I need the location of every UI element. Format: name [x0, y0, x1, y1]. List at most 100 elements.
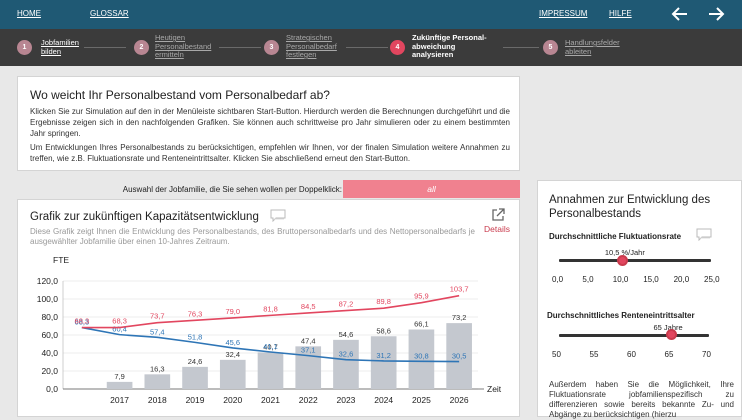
- slider-tick-label: 65: [664, 350, 674, 359]
- details-link[interactable]: Details: [484, 224, 510, 234]
- red-series-value-label: 95,9: [414, 292, 429, 301]
- bar: [370, 336, 397, 389]
- step-5[interactable]: 5 Handlungsfelder ableiten: [543, 29, 633, 66]
- y-tick-label: 100,0: [37, 294, 59, 304]
- x-tick-label: 2021: [261, 395, 280, 405]
- blue-series-value-label: 45,6: [225, 338, 240, 347]
- bar: [333, 339, 359, 389]
- red-series-value-label: 103,7: [450, 285, 469, 294]
- intro-title: Wo weicht Ihr Personalbestand vom Person…: [30, 88, 330, 102]
- slider-tick-label: 15,0: [643, 275, 659, 284]
- red-series-value-label: 89,8: [376, 297, 391, 306]
- retirement-slider-track[interactable]: [559, 334, 709, 337]
- slider-tick-label: 20,0: [673, 275, 690, 284]
- expand-icon[interactable]: [491, 208, 505, 222]
- slider-tick-label: 60: [627, 350, 636, 359]
- assumptions-panel: Annahmen zur Entwicklung des Personalbes…: [537, 180, 742, 419]
- comment-icon[interactable]: [696, 228, 712, 241]
- blue-series-value-label: 57,4: [150, 327, 165, 336]
- step-3[interactable]: 3 Strategischen Personalbedarf festlegen: [264, 29, 344, 66]
- y-tick-label: 0,0: [46, 384, 58, 394]
- x-tick-label: 2019: [186, 395, 205, 405]
- jobfamily-selector[interactable]: all: [343, 180, 520, 198]
- x-tick-label: 2023: [336, 395, 355, 405]
- intro-paragraph: Klicken Sie zur Simulation auf den in de…: [30, 107, 510, 138]
- blue-series-value-label: 41,1: [263, 342, 278, 351]
- fluctuation-slider-thumb[interactable]: [617, 255, 629, 266]
- step-connector: [219, 47, 261, 48]
- slider-tick-label: 0,0: [552, 275, 564, 284]
- top-navigation-bar: HOME GLOSSAR IMPRESSUM HILFE: [0, 0, 742, 29]
- step-2[interactable]: 2 Heutigen Personalbestand ermitteln: [134, 29, 218, 66]
- x-tick-label: 2026: [450, 395, 469, 405]
- arrow-right-icon[interactable]: [707, 5, 725, 23]
- retirement-slider-thumb[interactable]: [666, 329, 677, 340]
- red-series-value-label: 76,3: [188, 309, 203, 318]
- blue-series-value-label: 31,2: [376, 351, 391, 360]
- fluctuation-label: Durchschnittliche Fluktuationsrate: [549, 232, 682, 241]
- step-label: Zukünftige Personal-abweichung analysiere…: [412, 33, 487, 59]
- red-series-value-label: 68,3: [75, 317, 90, 326]
- x-tick-label: 2020: [223, 395, 242, 405]
- y-tick-label: 80,0: [41, 312, 58, 322]
- intro-panel: Wo weicht Ihr Personalbestand vom Person…: [17, 76, 520, 171]
- x-tick-label: 2024: [374, 395, 393, 405]
- slider-tick-label: 70: [702, 350, 711, 359]
- step-label: Heutigen Personalbestand ermitteln: [155, 33, 212, 59]
- step-label: Jobfamilien bilden: [41, 38, 79, 56]
- step-connector: [503, 47, 539, 48]
- retirement-label: Durchschnittliches Renteneintrittsalter: [547, 311, 695, 320]
- home-link[interactable]: HOME: [17, 9, 41, 18]
- slider-tick-label: 5,0: [582, 275, 594, 284]
- assumptions-title: Annahmen zur Entwicklung des Personalbes…: [549, 194, 711, 220]
- glossar-link[interactable]: GLOSSAR: [90, 9, 129, 18]
- slider-tick-label: 10,0: [612, 275, 629, 284]
- step-number: 3: [264, 40, 279, 55]
- bar-value-label: 58,6: [376, 326, 391, 335]
- x-axis-label: Zeit: [487, 384, 502, 394]
- arrow-left-icon[interactable]: [671, 5, 689, 23]
- red-series-value-label: 81,8: [263, 304, 278, 313]
- blue-series-value-label: 30,8: [414, 351, 429, 360]
- step-number: 4: [390, 40, 405, 55]
- red-series-value-label: 79,0: [225, 307, 240, 316]
- red-series-value-label: 73,7: [150, 312, 165, 321]
- fluctuation-value: 10,5 %/Jahr: [604, 248, 645, 257]
- y-tick-label: 120,0: [37, 276, 59, 286]
- blue-series-value-label: 51,8: [188, 332, 203, 341]
- blue-series-value-label: 30,5: [452, 352, 467, 361]
- hilfe-link[interactable]: HILFE: [609, 9, 632, 18]
- bar: [408, 329, 435, 389]
- slider-tick-label: 55: [589, 350, 599, 359]
- step-1[interactable]: 1 Jobfamilien bilden: [17, 29, 83, 66]
- red-series-value-label: 84,5: [301, 302, 316, 311]
- bar: [106, 381, 133, 389]
- jobfamily-selector-row: Auswahl der Jobfamilie, die Sie sehen wo…: [17, 180, 520, 198]
- x-tick-label: 2018: [148, 395, 167, 405]
- x-tick-label: 2022: [299, 395, 318, 405]
- slider-tick-label: 50: [552, 350, 561, 359]
- step-connector: [84, 47, 126, 48]
- y-axis-label: FTE: [53, 255, 69, 265]
- red-series-value-label: 87,2: [339, 300, 354, 309]
- fluctuation-slider-track[interactable]: [559, 259, 711, 262]
- bar-value-label: 73,2: [452, 313, 467, 322]
- slider-tick-label: 25,0: [704, 275, 720, 284]
- blue-series-value-label: 32,6: [339, 350, 354, 359]
- step-4[interactable]: 4 Zukünftige Personal-abweichung analysie…: [390, 29, 502, 66]
- red-series-line: [81, 294, 460, 329]
- jobfamily-selector-label: Auswahl der Jobfamilie, die Sie sehen wo…: [122, 185, 342, 194]
- y-tick-label: 40,0: [41, 348, 58, 358]
- comment-icon[interactable]: [270, 209, 286, 222]
- red-series-value-label: 68,3: [112, 317, 127, 326]
- blue-series-line: [81, 326, 460, 363]
- step-connector: [346, 47, 388, 48]
- x-tick-label: 2025: [412, 395, 431, 405]
- y-tick-label: 20,0: [41, 366, 58, 376]
- chart-description: Diese Grafik zeigt Ihnen die Entwicklung…: [30, 227, 475, 246]
- bar-value-label: 54,6: [339, 330, 354, 339]
- impressum-link[interactable]: IMPRESSUM: [539, 9, 588, 18]
- bar-value-label: 7,9: [114, 372, 124, 381]
- bar-value-label: 16,3: [150, 364, 165, 373]
- bar: [257, 352, 284, 389]
